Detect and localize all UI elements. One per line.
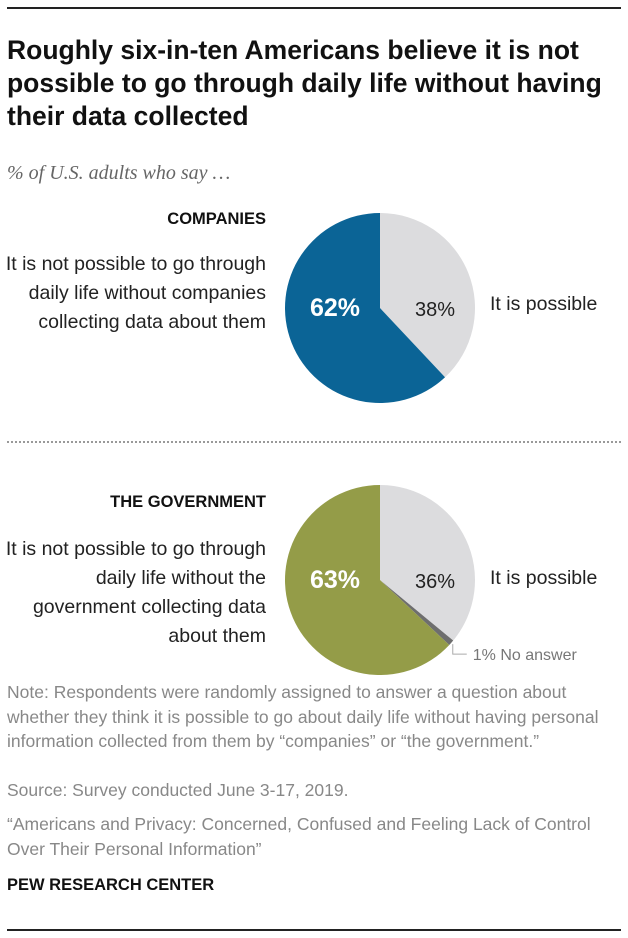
data-label: 63%	[310, 566, 360, 594]
data-label-no-answer: 1% No answer	[473, 647, 578, 664]
pie-slice	[285, 485, 450, 675]
report-title: “Americans and Privacy: Concerned, Confu…	[7, 814, 591, 859]
data-label: 36%	[415, 571, 455, 593]
section-title-government: THE GOVERNMENT	[110, 493, 266, 511]
note: Note: Respondents were randomly assigned…	[7, 682, 599, 751]
top-rule	[7, 7, 621, 9]
chart-title: Roughly six-in-ten Americans believe it …	[7, 35, 602, 131]
org-name: PEW RESEARCH CENTER	[7, 876, 215, 894]
pie-slice	[380, 485, 476, 641]
leader-line	[452, 644, 467, 655]
section-title-companies: COMPANIES	[167, 210, 266, 228]
pie-slice	[285, 213, 446, 403]
chart-subtitle: % of U.S. adults who say …	[7, 162, 231, 184]
bottom-rule	[7, 929, 621, 931]
label-not-possible-companies: It is not possible to go through daily l…	[5, 253, 266, 333]
data-label: 38%	[415, 299, 455, 321]
label-possible-government: It is possible	[490, 567, 598, 589]
pie-slice	[380, 580, 454, 646]
label-not-possible-government: It is not possible to go through daily l…	[5, 538, 266, 647]
source: Source: Survey conducted June 3-17, 2019…	[7, 780, 349, 800]
pie-slice	[380, 213, 476, 378]
label-possible-companies: It is possible	[490, 293, 598, 315]
divider	[7, 441, 621, 443]
data-label: 62%	[310, 294, 360, 322]
